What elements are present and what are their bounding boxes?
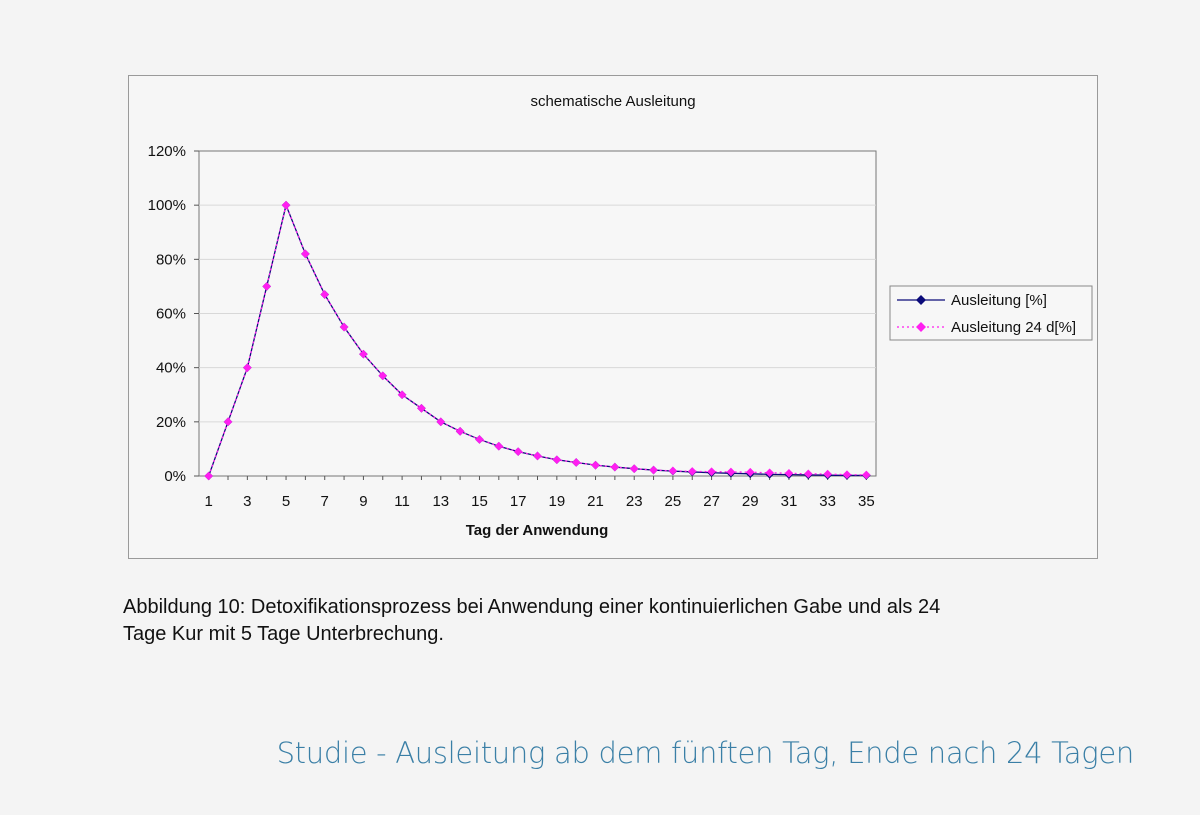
- x-tick-label: 9: [359, 493, 367, 510]
- x-tick-label: 21: [587, 493, 604, 510]
- x-tick-label: 23: [626, 493, 643, 510]
- x-tick-label: 13: [432, 493, 449, 510]
- data-point-series-2: [494, 441, 504, 451]
- data-point-series-2: [823, 469, 832, 479]
- data-point-series-2: [629, 464, 639, 473]
- gridlines: [199, 204, 876, 423]
- data-point-series-2: [610, 462, 620, 472]
- data-point-series-2: [687, 467, 697, 476]
- data-point-series-2: [726, 467, 736, 477]
- x-tick-label: 3: [243, 493, 251, 510]
- data-point-series-2: [339, 322, 349, 332]
- legend: Ausleitung [%] Ausleitung 24 d[%]: [889, 285, 1093, 341]
- data-point-series-2: [378, 371, 388, 381]
- x-tick-label: 35: [858, 493, 875, 510]
- data-point-series-2: [455, 427, 465, 436]
- y-axis-ticks: 0% 20% 40% 60% 80% 100% 120%: [148, 143, 199, 485]
- x-tick-label: 19: [548, 493, 565, 510]
- y-tick-label: 20%: [156, 414, 186, 431]
- data-point-series-2: [804, 469, 813, 479]
- legend-box: [889, 285, 1093, 341]
- series-lines: [204, 200, 871, 481]
- y-tick-label: 80%: [156, 251, 186, 268]
- y-tick-label: 60%: [156, 306, 186, 323]
- figure-caption: Abbildung 10: Detoxifikationsprozess bei…: [123, 594, 1103, 648]
- caption-line-1: Abbildung 10: Detoxifikationsprozess bei…: [123, 596, 941, 618]
- data-point-series-2: [301, 249, 310, 259]
- footer-title: Studie - Ausleitung ab dem fünften Tag, …: [276, 736, 1135, 770]
- data-point-series-2: [223, 417, 233, 427]
- x-tick-label: 7: [321, 493, 329, 510]
- y-tick-label: 0%: [164, 468, 186, 485]
- data-point-series-2: [842, 470, 852, 479]
- x-axis-label: Tag der Anwendung: [466, 522, 609, 539]
- chart-title: schematische Ausleitung: [530, 93, 695, 110]
- x-tick-label: 15: [471, 493, 488, 510]
- data-point-series-2: [862, 470, 871, 480]
- x-tick-label: 33: [819, 493, 836, 510]
- chart-frame: schematische Ausleitung 0% 20% 40% 60% 80% 10…: [128, 75, 1098, 559]
- data-point-series-2: [320, 290, 330, 299]
- data-point-series-2: [668, 466, 678, 476]
- data-point-series-2: [707, 467, 716, 476]
- x-axis-ticks: 1 3 5 7 9 11 13 15 17 19 21 23 25 27 29 31 33 35: [204, 476, 875, 510]
- data-point-series-2: [397, 390, 407, 400]
- x-tick-label: 11: [394, 493, 410, 510]
- chart-svg: schematische Ausleitung 0% 20% 40% 60% 80% 10…: [148, 93, 1093, 539]
- data-point-series-2: [784, 468, 794, 478]
- x-tick-label: 5: [282, 493, 290, 510]
- data-point-series-2: [243, 363, 252, 372]
- caption-line-2: Tage Kur mit 5 Tage Unterbrechung.: [123, 623, 444, 645]
- data-point-series-2: [436, 417, 446, 427]
- data-point-series-2: [649, 465, 658, 475]
- data-point-series-2: [513, 447, 523, 456]
- data-point-series-2: [765, 468, 774, 478]
- data-point-series-2: [417, 403, 426, 413]
- data-point-series-2: [571, 458, 581, 467]
- legend-marker-series-2: [916, 322, 926, 332]
- data-point-series-2: [281, 200, 291, 210]
- x-tick-label: 27: [703, 493, 720, 510]
- data-point-series-2: [359, 349, 368, 359]
- data-point-series-2: [591, 460, 600, 470]
- data-point-series-2: [745, 467, 755, 477]
- legend-label-series-1: Ausleitung [%]: [951, 292, 1047, 309]
- x-tick-label: 25: [665, 493, 682, 510]
- x-tick-label: 1: [204, 493, 212, 510]
- y-tick-label: 100%: [148, 197, 186, 214]
- x-tick-label: 29: [742, 493, 759, 510]
- y-tick-label: 40%: [156, 360, 186, 377]
- data-point-series-2: [475, 435, 484, 444]
- x-tick-label: 31: [781, 493, 798, 510]
- x-tick-label: 17: [510, 493, 527, 510]
- data-point-series-2: [552, 455, 562, 465]
- y-tick-label: 120%: [148, 143, 186, 160]
- legend-marker-series-1: [916, 295, 926, 305]
- legend-label-series-2: Ausleitung 24 d[%]: [951, 319, 1076, 336]
- data-point-series-2: [262, 282, 271, 291]
